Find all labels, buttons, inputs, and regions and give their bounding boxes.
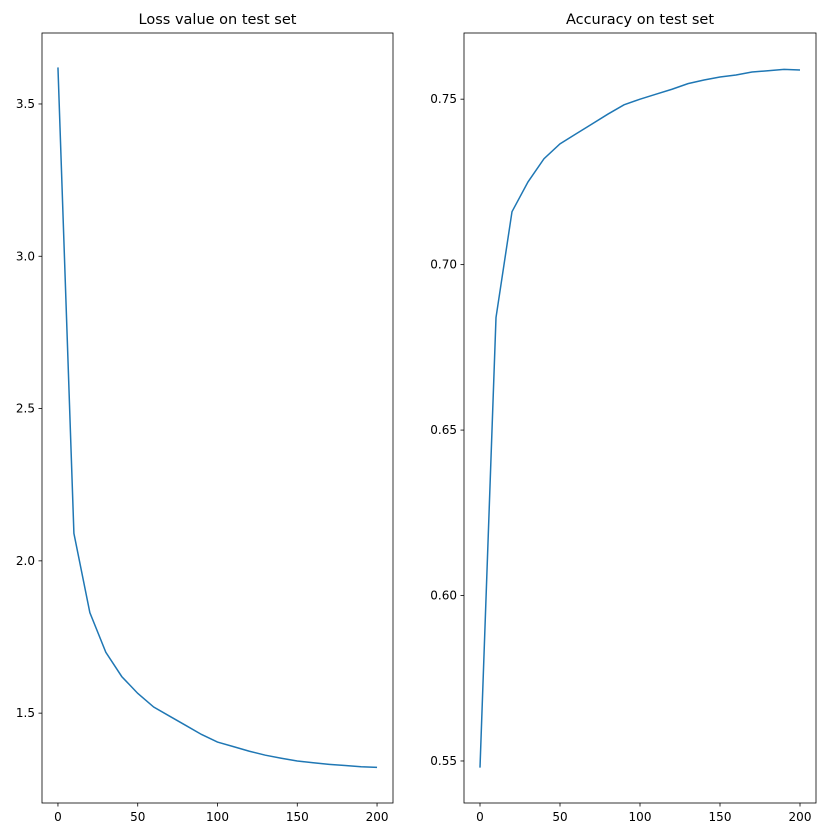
x-tick-label: 100 [629, 810, 652, 824]
x-tick-label: 100 [206, 810, 229, 824]
y-tick-label: 0.75 [430, 92, 457, 106]
x-tick-label: 200 [789, 810, 812, 824]
y-tick-label: 3.0 [16, 249, 35, 263]
y-tick-label: 0.55 [430, 754, 457, 768]
x-tick-label: 0 [476, 810, 484, 824]
y-tick-label: 2.5 [16, 402, 35, 416]
axes-frame [41, 32, 394, 804]
data-line [57, 67, 378, 769]
chart-title: Loss value on test set [139, 12, 297, 28]
y-tick-label: 2.0 [16, 554, 35, 568]
x-tick-label: 200 [366, 810, 389, 824]
y-tick-label: 3.5 [16, 97, 35, 111]
x-tick-label: 0 [54, 810, 62, 824]
axes-frame [463, 32, 817, 804]
y-tick-label: 0.60 [430, 589, 457, 603]
chart-title: Accuracy on test set [566, 12, 714, 28]
y-tick-label: 0.65 [430, 423, 457, 437]
x-tick-label: 50 [130, 810, 145, 824]
x-tick-label: 50 [552, 810, 567, 824]
y-tick-label: 1.5 [16, 706, 35, 720]
x-tick-label: 150 [286, 810, 309, 824]
y-tick-label: 0.70 [430, 258, 457, 272]
x-tick-label: 150 [709, 810, 732, 824]
data-line [479, 68, 801, 768]
